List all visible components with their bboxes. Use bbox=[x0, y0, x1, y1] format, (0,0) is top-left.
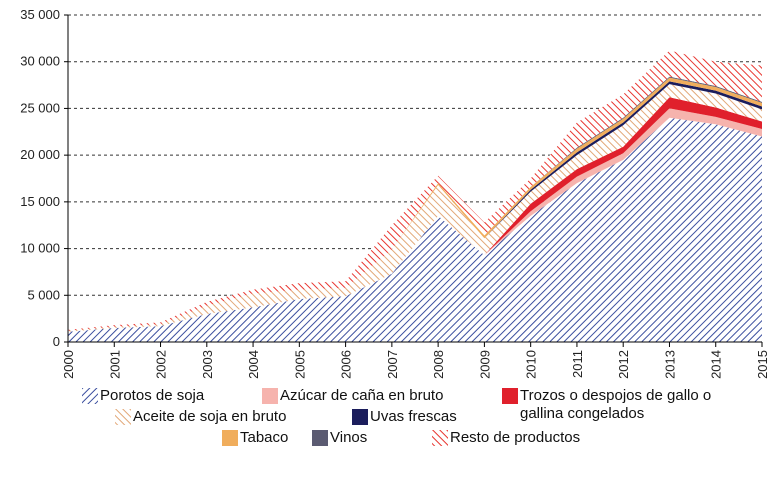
x-tick-label: 2000 bbox=[61, 350, 76, 379]
swatch bbox=[352, 409, 368, 425]
legend-swatch bbox=[82, 388, 98, 404]
swatch bbox=[262, 388, 278, 404]
legend-swatch bbox=[222, 430, 238, 446]
chart: 0 5 000 10 000 15 000 20 000 25 000 30 000 35 0… bbox=[20, 7, 770, 379]
x-tick-label: 2001 bbox=[107, 350, 122, 379]
y-tick-label: 35 000 bbox=[20, 7, 60, 22]
legend-swatch bbox=[262, 388, 278, 404]
legend-swatch bbox=[502, 388, 518, 404]
x-tick-label: 2008 bbox=[431, 350, 446, 379]
legend-swatch bbox=[115, 409, 131, 425]
y-tick-label: 5 000 bbox=[27, 287, 60, 302]
swatch bbox=[115, 409, 131, 425]
legend-item: Resto de productos bbox=[432, 429, 580, 447]
swatch bbox=[222, 430, 238, 446]
legend-label: Trozos o despojos de gallo o gallina con… bbox=[520, 387, 712, 422]
area bbox=[68, 117, 762, 343]
x-tick-label: 2007 bbox=[385, 350, 400, 379]
x-tick-label: 2003 bbox=[200, 350, 215, 379]
y-tick-label: 10 000 bbox=[20, 241, 60, 256]
legend-item: Porotos de soja bbox=[82, 387, 204, 405]
x-tick-label: 2009 bbox=[477, 350, 492, 379]
legend-label: Aceite de soja en bruto bbox=[133, 408, 287, 425]
legend-swatch bbox=[352, 409, 368, 425]
legend-item: Azúcar de caña en bruto bbox=[262, 387, 443, 405]
x-tick-label: 2014 bbox=[709, 350, 724, 379]
legend-item: Vinos bbox=[312, 429, 367, 447]
legend-label: Porotos de soja bbox=[100, 387, 205, 404]
y-tick-label: 15 000 bbox=[20, 194, 60, 209]
y-tick-label: 25 000 bbox=[20, 100, 60, 115]
legend-label: Resto de productos bbox=[450, 429, 581, 446]
legend-item: Tabaco bbox=[222, 429, 288, 447]
legend-item: Uvas frescas bbox=[352, 408, 457, 426]
swatch bbox=[502, 388, 518, 404]
legend-swatch bbox=[432, 430, 448, 446]
area bbox=[68, 50, 762, 331]
legend-label: Tabaco bbox=[240, 429, 289, 446]
legend-item: Aceite de soja en bruto bbox=[115, 408, 286, 426]
y-tick-label: 0 bbox=[53, 334, 60, 349]
legend-label: Vinos bbox=[330, 429, 368, 446]
x-tick-label: 2005 bbox=[292, 350, 307, 379]
x-tick-label: 2006 bbox=[339, 350, 354, 379]
legend-label: Uvas frescas bbox=[370, 408, 457, 425]
swatch bbox=[82, 388, 98, 404]
swatch bbox=[432, 430, 448, 446]
legend-label: Azúcar de caña en bruto bbox=[280, 387, 444, 404]
x-tick-label: 2002 bbox=[154, 350, 169, 379]
legend-swatch bbox=[312, 430, 328, 446]
x-tick-label: 2011 bbox=[570, 350, 585, 378]
x-tick-label: 2012 bbox=[616, 350, 631, 379]
y-tick-label: 20 000 bbox=[20, 147, 60, 162]
swatch bbox=[312, 430, 328, 446]
x-tick-label: 2010 bbox=[524, 350, 539, 379]
legend-item: Trozos o despojos de gallo o gallina con… bbox=[502, 387, 742, 423]
x-tick-label: 2004 bbox=[246, 350, 261, 379]
x-tick-label: 2015 bbox=[755, 350, 770, 379]
y-tick-label: 30 000 bbox=[20, 54, 60, 69]
x-tick-label: 2013 bbox=[662, 350, 677, 379]
